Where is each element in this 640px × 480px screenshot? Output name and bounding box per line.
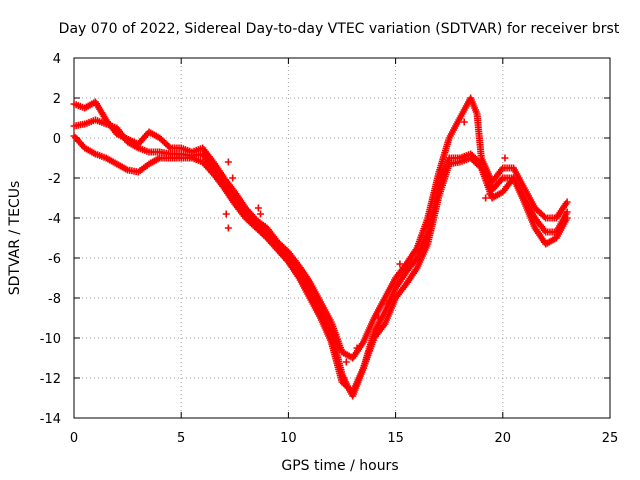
y-tick-label: 2 [53,92,61,107]
data-point [342,358,350,366]
x-tick-labels: 0 5 10 15 20 25 [70,431,618,446]
data-point [254,204,262,212]
y-axis-title: SDTVAR / TECUs [7,181,23,296]
x-axis-title: GPS time / hours [281,458,398,474]
data-point [340,374,348,382]
data-point [222,210,230,218]
y-tick-label: -8 [48,292,61,307]
x-tick-label: 20 [495,431,512,446]
x-tick-label: 5 [177,431,185,446]
chart-title: Day 070 of 2022, Sidereal Day-to-day VTE… [59,21,620,37]
x-tick-label: 10 [280,431,297,446]
data-point [396,260,404,268]
data-point [383,300,391,308]
y-tick-label: -12 [40,372,61,387]
data-point [224,158,232,166]
data-point [476,163,484,171]
y-tick-label: -10 [40,332,61,347]
data-point [229,174,237,182]
y-tick-label: -4 [48,212,61,227]
data-point [563,208,571,216]
y-tick-labels: -14 -12 -10 -8 -6 -4 -2 0 2 4 [40,52,61,427]
data-point [257,210,265,218]
y-tick-label: 4 [53,52,61,67]
data-point [563,214,571,222]
y-tick-label: 0 [53,132,61,147]
x-tick-label: 0 [70,431,78,446]
data-point [224,224,232,232]
data-point [486,190,494,198]
data-point [165,143,173,151]
data-point [374,314,382,322]
data-point [460,118,468,126]
y-tick-label: -14 [40,412,61,427]
x-tick-label: 15 [387,431,404,446]
data-point [563,198,571,206]
x-tick-label: 25 [602,431,619,446]
axis-ticks [73,57,611,419]
y-tick-label: -6 [48,252,61,267]
plot-frame [73,57,611,419]
data-points [70,94,571,400]
y-tick-label: -2 [48,172,61,187]
data-point [501,154,509,162]
data-point [540,213,548,221]
data-point [231,194,239,202]
data-point [353,344,361,352]
data-point [482,194,490,202]
